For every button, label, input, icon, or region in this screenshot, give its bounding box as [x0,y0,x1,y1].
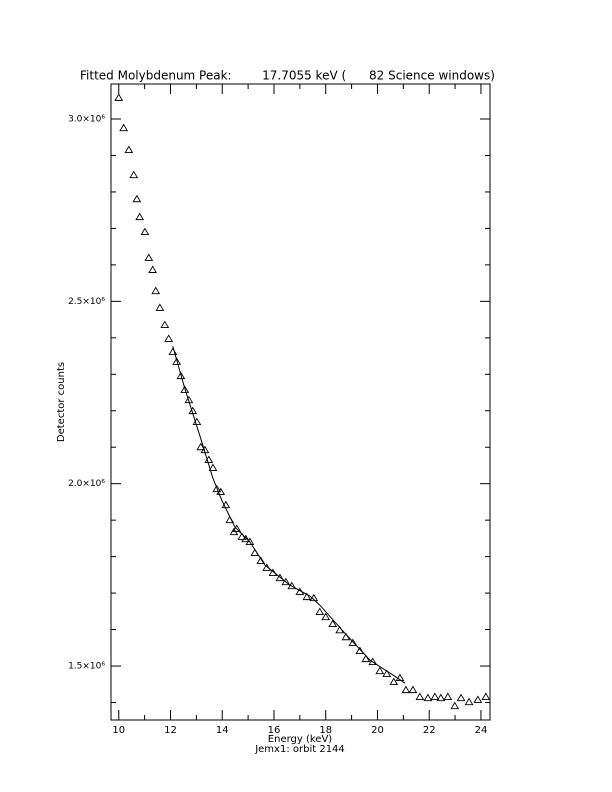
data-point [208,463,218,471]
data-point [328,619,338,628]
data-point [443,692,453,700]
x-tick-label: 24 [475,725,488,736]
data-point [135,212,145,221]
data-point [216,487,226,496]
data-point [375,666,385,675]
x-tick-label: 16 [268,725,281,736]
x-axis-label: Energy (keV) [268,734,333,745]
data-point [245,537,255,546]
data-point [275,573,285,582]
data-point [114,93,124,101]
x-tick-label: 20 [371,725,384,736]
y-tick-label: 2.5×10⁶ [68,297,105,307]
data-point [140,227,150,236]
data-point [464,697,474,706]
data-point [382,669,392,678]
data-point [212,484,222,493]
y-tick-label: 2.0×10⁶ [68,479,105,489]
chart-title: Fitted Molybdenum Peak: 17.7055 keV ( 82… [80,69,495,83]
data-point [473,695,483,703]
data-point [415,692,425,700]
data-point [241,534,251,543]
x-tick-label: 14 [216,725,229,736]
data-point [389,677,399,686]
data-point [481,692,491,700]
data-point [160,320,170,329]
data-point [302,592,312,601]
x-tick-label: 18 [319,725,332,736]
data-point [368,657,378,665]
data-point [155,303,165,311]
data-point [176,371,186,380]
data-point [151,286,161,295]
data-point [129,170,139,179]
data-point [124,145,134,153]
data-point [430,692,440,700]
data-point [450,701,460,710]
x-tick-label: 22 [423,725,436,736]
data-point [180,385,190,393]
data-point [196,442,206,451]
data-point [144,253,154,261]
data-point [256,556,266,564]
data-point [232,524,242,532]
data-point [423,693,433,702]
x-tick-label: 12 [164,725,177,736]
subtitle: Jemx1: orbit 2144 [254,744,345,755]
data-point [281,577,291,586]
data-point [395,673,405,682]
data-point [348,638,358,647]
data-point [172,357,182,365]
plot-frame [110,83,491,721]
data-point [361,654,371,663]
fit-line [172,346,406,684]
data-point [164,334,174,342]
data-point [401,685,411,694]
data-point [148,265,158,273]
data-point [262,563,272,571]
y-tick-label: 1.5×10⁶ [68,662,105,672]
data-point [436,693,446,702]
data-point [456,693,466,702]
data-point [408,685,418,694]
y-axis-label: Detector counts [56,362,67,442]
data-point [321,612,331,621]
y-tick-label: 3.0×10⁶ [68,115,105,125]
data-point [132,194,142,203]
data-point [119,123,129,132]
x-tick-label: 10 [112,725,125,736]
data-point [315,607,325,616]
